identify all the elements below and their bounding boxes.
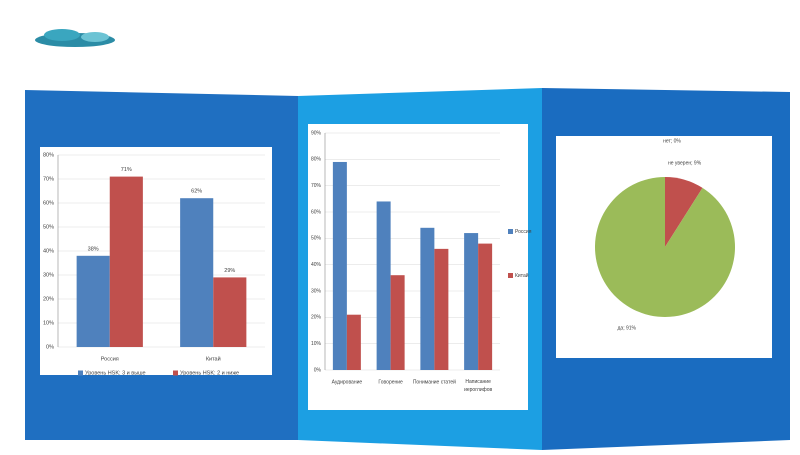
y-tick-label: 10% xyxy=(311,341,322,347)
bar xyxy=(213,277,247,347)
bar xyxy=(420,227,435,370)
pie-slice xyxy=(665,177,703,247)
bar xyxy=(76,255,110,347)
bar xyxy=(346,314,361,370)
bar xyxy=(109,176,143,347)
bar xyxy=(376,201,391,370)
y-tick-label: 80% xyxy=(311,157,322,163)
y-tick-label: 70% xyxy=(311,183,322,189)
y-tick-label: 60% xyxy=(311,209,322,215)
legend-label: Россия xyxy=(515,229,532,235)
slice-label: нет; 0% xyxy=(663,138,681,144)
y-tick-label: 30% xyxy=(43,272,54,278)
bar xyxy=(390,275,405,370)
x-tick-label: Понимание статей xyxy=(413,378,456,385)
legend-swatch xyxy=(78,370,83,376)
logo xyxy=(35,29,115,47)
x-tick-label: Написание иероглифов xyxy=(464,379,492,393)
y-tick-label: 90% xyxy=(311,130,322,136)
x-tick-label: Россия xyxy=(101,356,119,362)
bar xyxy=(434,248,449,370)
x-tick-label: Китай xyxy=(206,355,221,362)
y-tick-label: 70% xyxy=(43,176,54,182)
y-tick-label: 60% xyxy=(43,200,54,206)
y-tick-label: 30% xyxy=(311,288,322,294)
value-label: 38% xyxy=(88,246,99,252)
legend-label: Уровень HSK: 2 и ниже xyxy=(180,370,239,376)
y-tick-label: 50% xyxy=(311,236,322,242)
y-tick-label: 80% xyxy=(43,152,54,158)
legend-swatch xyxy=(508,229,513,234)
y-tick-label: 0% xyxy=(314,367,322,373)
y-tick-label: 0% xyxy=(46,344,54,350)
y-tick-label: 40% xyxy=(311,262,322,268)
y-tick-label: 20% xyxy=(311,315,322,321)
value-label: 62% xyxy=(191,189,202,195)
slice-label: не уверен; 9% xyxy=(668,160,702,166)
y-tick-label: 50% xyxy=(43,224,54,230)
slice-label: да; 91% xyxy=(618,325,637,331)
bar xyxy=(180,198,214,347)
pie-slice xyxy=(595,177,735,317)
legend-label: Уровень HSK: 3 и выше xyxy=(85,370,146,376)
y-tick-label: 20% xyxy=(43,296,54,302)
y-tick-label: 10% xyxy=(43,320,54,326)
bar xyxy=(478,243,493,370)
legend-swatch xyxy=(173,370,178,376)
bar xyxy=(332,161,347,370)
x-tick-label-line: Написание xyxy=(465,379,491,385)
x-tick-label: Говорение xyxy=(378,379,403,385)
legend-swatch xyxy=(508,273,513,278)
legend-label: Китай xyxy=(515,272,529,279)
value-label: 71% xyxy=(121,167,132,173)
x-tick-label-line: иероглифов xyxy=(464,387,492,393)
y-tick-label: 40% xyxy=(43,248,54,254)
bar xyxy=(464,233,479,370)
value-label: 29% xyxy=(224,268,235,274)
x-tick-label: Аудирование xyxy=(332,379,363,385)
